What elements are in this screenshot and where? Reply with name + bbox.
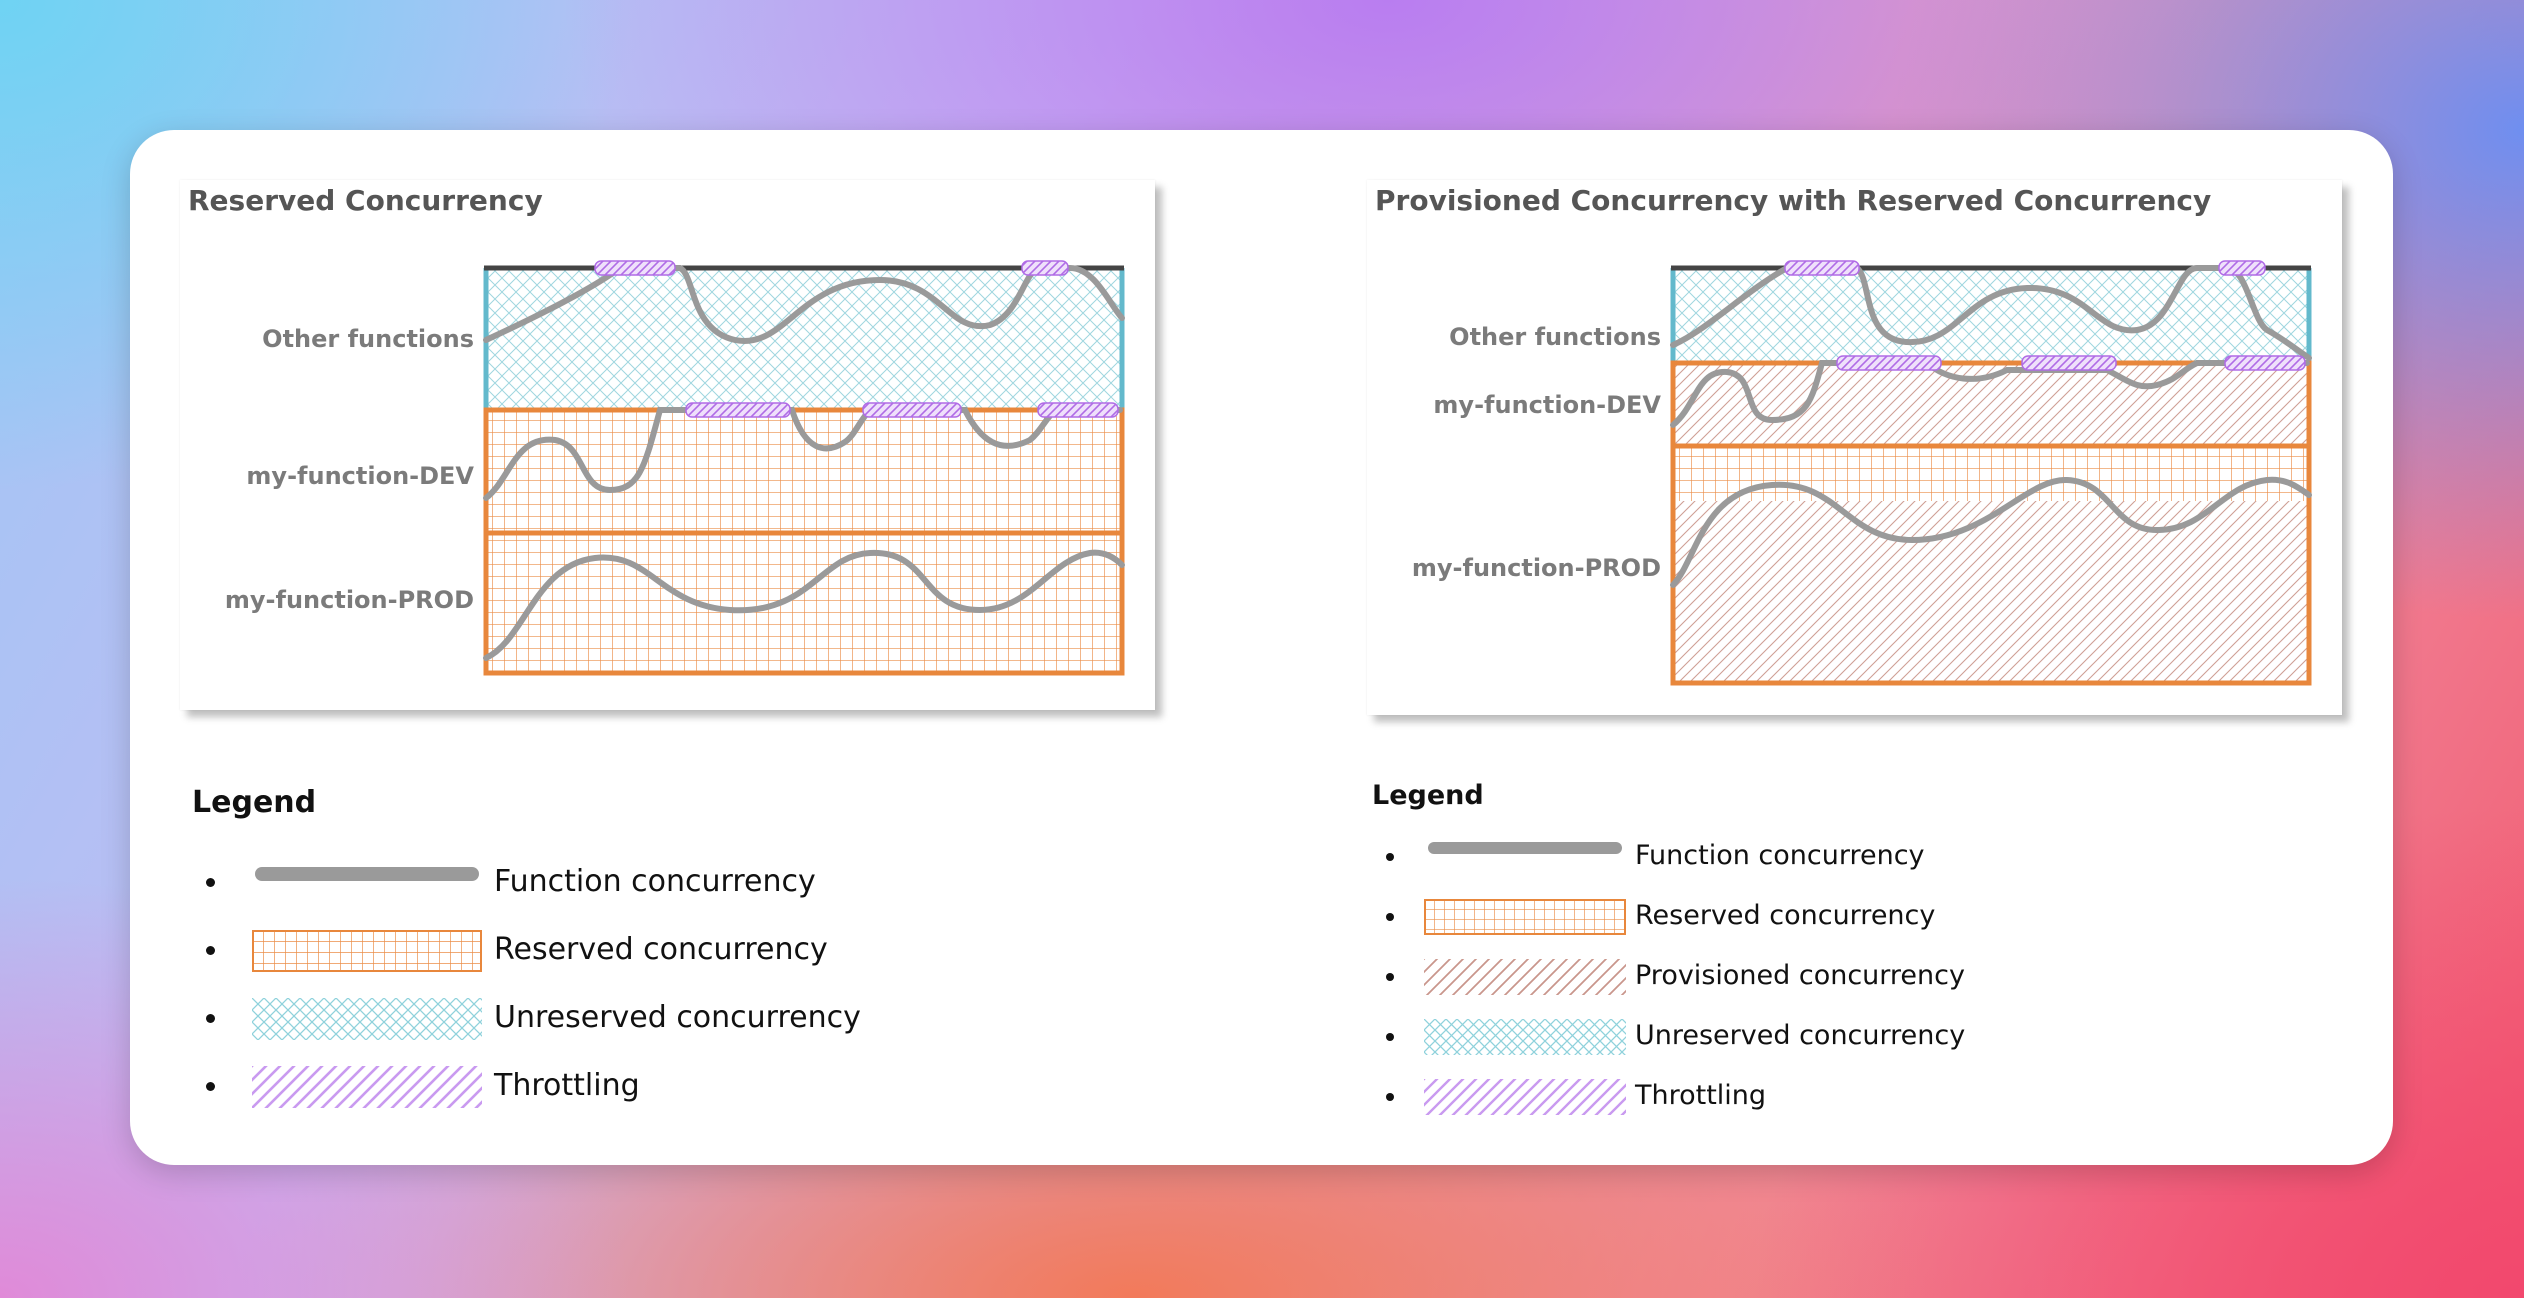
throttling-marker [2021,355,2117,371]
dev-reserved-region [486,410,1122,533]
row-label-other-functions: Other functions [1449,323,1661,351]
legend-label: Reserved concurrency [494,932,828,967]
prod-concurrency-line [483,549,1125,661]
function-concurrency-swatch [1428,842,1622,854]
legend-label: Throttling [1635,1080,1767,1111]
diagram-title: Provisioned Concurrency with Reserved Co… [1375,184,2211,217]
unreserved-concurrency-swatch [252,998,482,1040]
prod-reserved-region [1673,446,2309,501]
throttling-marker [2224,355,2306,371]
bullet [206,946,215,955]
legend-label: Unreserved concurrency [494,1000,861,1035]
throttling-marker [1836,355,1942,371]
throttling-marker [862,402,962,418]
provisioned-concurrency-swatch [1424,959,1626,995]
bullet [1386,1033,1394,1041]
diagram-title: Reserved Concurrency [188,184,543,217]
reserved-concurrency-diagram: Reserved Concurrency Other functions [180,180,1155,710]
prod-concurrency-line [1670,476,2312,588]
content-card: Reserved Concurrency Other functions [130,130,2393,1165]
legend-label: Function concurrency [1635,840,1925,871]
bullet [206,878,215,887]
row-label-other-functions: Other functions [262,325,474,353]
bullet [206,1014,215,1023]
prod-provisioned-region [1673,501,2309,683]
throttling-marker [1037,402,1119,418]
legend-label: Provisioned concurrency [1635,960,1965,991]
unreserved-region [486,268,1122,410]
dev-concurrency-line [1670,360,2310,428]
unreserved-concurrency-swatch [1424,1019,1626,1055]
bullet [206,1082,215,1091]
reserved-concurrency-swatch [252,930,482,972]
legend-label: Throttling [494,1068,640,1103]
reserved-border [483,407,1125,676]
bullet [1386,853,1394,861]
reserved-concurrency-swatch [1424,899,1626,935]
row-label-dev: my-function-DEV [246,462,474,490]
reserved-border [1670,360,2312,686]
unreserved-region [1673,268,2309,363]
legend-label: Unreserved concurrency [1635,1020,1966,1051]
throttling-marker [685,402,791,418]
legend-title: Legend [1372,780,1484,811]
provisioned-concurrency-diagram: Provisioned Concurrency with Reserved Co… [1367,180,2342,715]
row-label-prod: my-function-PROD [225,586,474,614]
throttling-marker [594,260,676,276]
row-label-dev: my-function-DEV [1433,391,1661,419]
throttling-marker [1021,260,1069,276]
throttling-marker [1784,260,1860,276]
legend-label: Function concurrency [494,864,816,899]
bullet [1386,1093,1394,1101]
legend-title: Legend [192,785,317,820]
prod-reserved-region [486,533,1122,673]
function-concurrency-swatch [255,867,479,881]
bullet [1386,973,1394,981]
throttling-swatch [1424,1079,1626,1115]
throttling-marker [2218,260,2266,276]
legend-right: Legend Function concurrency Reserved con… [1372,780,2172,1140]
legend-left: Legend Function concurrency Reserved con… [192,785,992,1115]
bullet [1386,913,1394,921]
row-label-prod: my-function-PROD [1412,554,1661,582]
legend-label: Reserved concurrency [1635,900,1936,931]
dev-concurrency-line [483,407,1123,501]
throttling-swatch [252,1066,482,1108]
